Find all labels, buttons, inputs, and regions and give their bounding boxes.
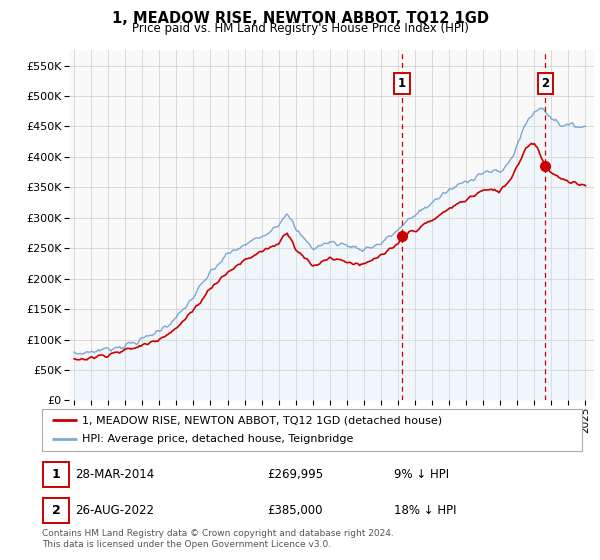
Text: Contains HM Land Registry data © Crown copyright and database right 2024.
This d: Contains HM Land Registry data © Crown c… (42, 529, 394, 549)
Text: 28-MAR-2014: 28-MAR-2014 (75, 468, 154, 480)
Text: HPI: Average price, detached house, Teignbridge: HPI: Average price, detached house, Teig… (83, 435, 354, 445)
Text: £385,000: £385,000 (268, 504, 323, 517)
Text: £269,995: £269,995 (268, 468, 324, 480)
Text: 1: 1 (398, 77, 406, 90)
FancyBboxPatch shape (42, 409, 582, 451)
Text: 26-AUG-2022: 26-AUG-2022 (75, 504, 154, 517)
Text: 1, MEADOW RISE, NEWTON ABBOT, TQ12 1GD: 1, MEADOW RISE, NEWTON ABBOT, TQ12 1GD (112, 11, 488, 26)
FancyBboxPatch shape (43, 498, 70, 523)
Text: 18% ↓ HPI: 18% ↓ HPI (394, 504, 457, 517)
Text: 1: 1 (52, 468, 61, 480)
Text: Price paid vs. HM Land Registry's House Price Index (HPI): Price paid vs. HM Land Registry's House … (131, 22, 469, 35)
Text: 2: 2 (52, 504, 61, 517)
FancyBboxPatch shape (43, 461, 70, 487)
Text: 9% ↓ HPI: 9% ↓ HPI (394, 468, 449, 480)
Text: 1, MEADOW RISE, NEWTON ABBOT, TQ12 1GD (detached house): 1, MEADOW RISE, NEWTON ABBOT, TQ12 1GD (… (83, 415, 443, 425)
Text: 2: 2 (541, 77, 550, 90)
